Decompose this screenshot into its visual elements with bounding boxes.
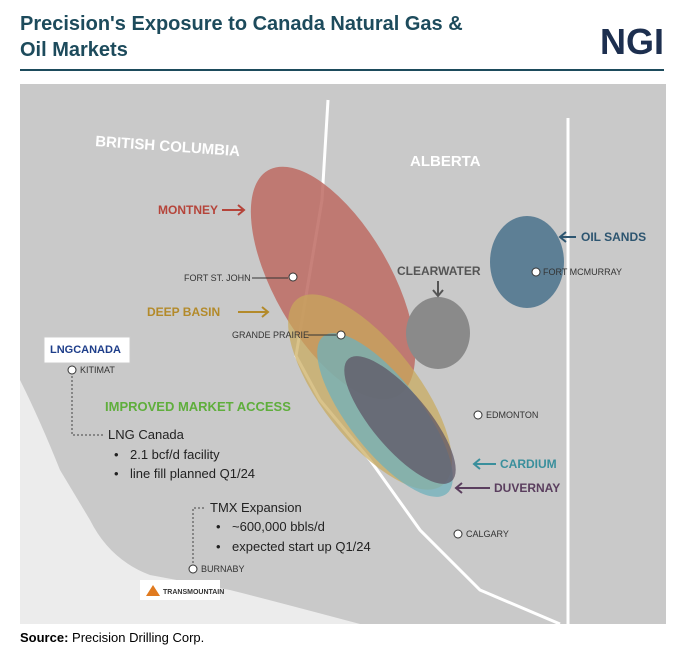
city-label: FORT ST. JOHN	[184, 273, 251, 283]
city-dot	[67, 365, 77, 375]
trans-logo: TRANSMOUNTAIN	[163, 589, 224, 596]
city-dot	[531, 267, 541, 277]
duvernay-area	[344, 356, 456, 484]
play-label: CLEARWATER	[397, 264, 481, 278]
bullet: •	[114, 447, 119, 462]
city-label: KITIMAT	[80, 365, 115, 375]
leader	[71, 376, 104, 436]
logo: NGI	[600, 21, 664, 62]
callout-title: LNG Canada	[108, 427, 185, 442]
lng-logo-box	[43, 336, 131, 364]
play-label: MONTNEY	[158, 203, 218, 217]
trans-logo-box	[140, 580, 220, 600]
callout-item: ~600,000 bbls/d	[232, 519, 325, 534]
play-label: CARDIUM	[500, 457, 557, 471]
title: Precision's Exposure to Canada Natural G…	[20, 13, 463, 35]
city-dot	[473, 410, 483, 420]
title: Oil Markets	[20, 39, 128, 61]
callout-title: TMX Expansion	[210, 500, 302, 515]
city-label: GRANDE PRAIRIE	[232, 330, 309, 340]
lng-logo: LNGCANADA	[50, 344, 121, 356]
play-label: OIL SANDS	[581, 230, 646, 244]
city-dot	[188, 564, 198, 574]
clearwater-area	[406, 297, 470, 369]
bullet: •	[216, 539, 221, 554]
map: BRITISH COLUMBIA ALBERTA MONTNEY DEEP BA…	[20, 84, 666, 626]
source: Source: Precision Drilling Corp.	[20, 630, 204, 645]
city-dot	[453, 529, 463, 539]
arrow	[472, 458, 496, 470]
callout-item: expected start up Q1/24	[232, 539, 371, 554]
city-label: CALGARY	[466, 529, 509, 539]
trans-icon	[146, 585, 160, 596]
arrow	[454, 482, 490, 494]
arrow	[558, 231, 576, 243]
play-label: DUVERNAY	[494, 481, 560, 495]
arrow	[222, 204, 246, 216]
callout-item: 2.1 bcf/d facility	[130, 447, 220, 462]
region-label: ALBERTA	[410, 153, 481, 170]
bullet: •	[114, 466, 119, 481]
city-label: BURNABY	[201, 564, 245, 574]
city-label: FORT MCMURRAY	[543, 267, 622, 277]
oil-sands-area	[490, 216, 564, 308]
source-text: Precision Drilling Corp.	[72, 630, 204, 645]
city-label: EDMONTON	[486, 410, 538, 420]
play-label: DEEP BASIN	[147, 305, 220, 319]
city-dot	[336, 330, 346, 340]
banner: IMPROVED MARKET ACCESS	[105, 399, 291, 414]
bullet: •	[216, 519, 221, 534]
arrow	[432, 281, 444, 298]
cities: FORT ST. JOHN GRANDE PRAIRIE FORT MCMURR…	[67, 267, 622, 574]
callout-item: line fill planned Q1/24	[130, 466, 255, 481]
city-dot	[288, 272, 298, 282]
arrow	[238, 306, 270, 318]
source-label: Source:	[20, 630, 68, 645]
